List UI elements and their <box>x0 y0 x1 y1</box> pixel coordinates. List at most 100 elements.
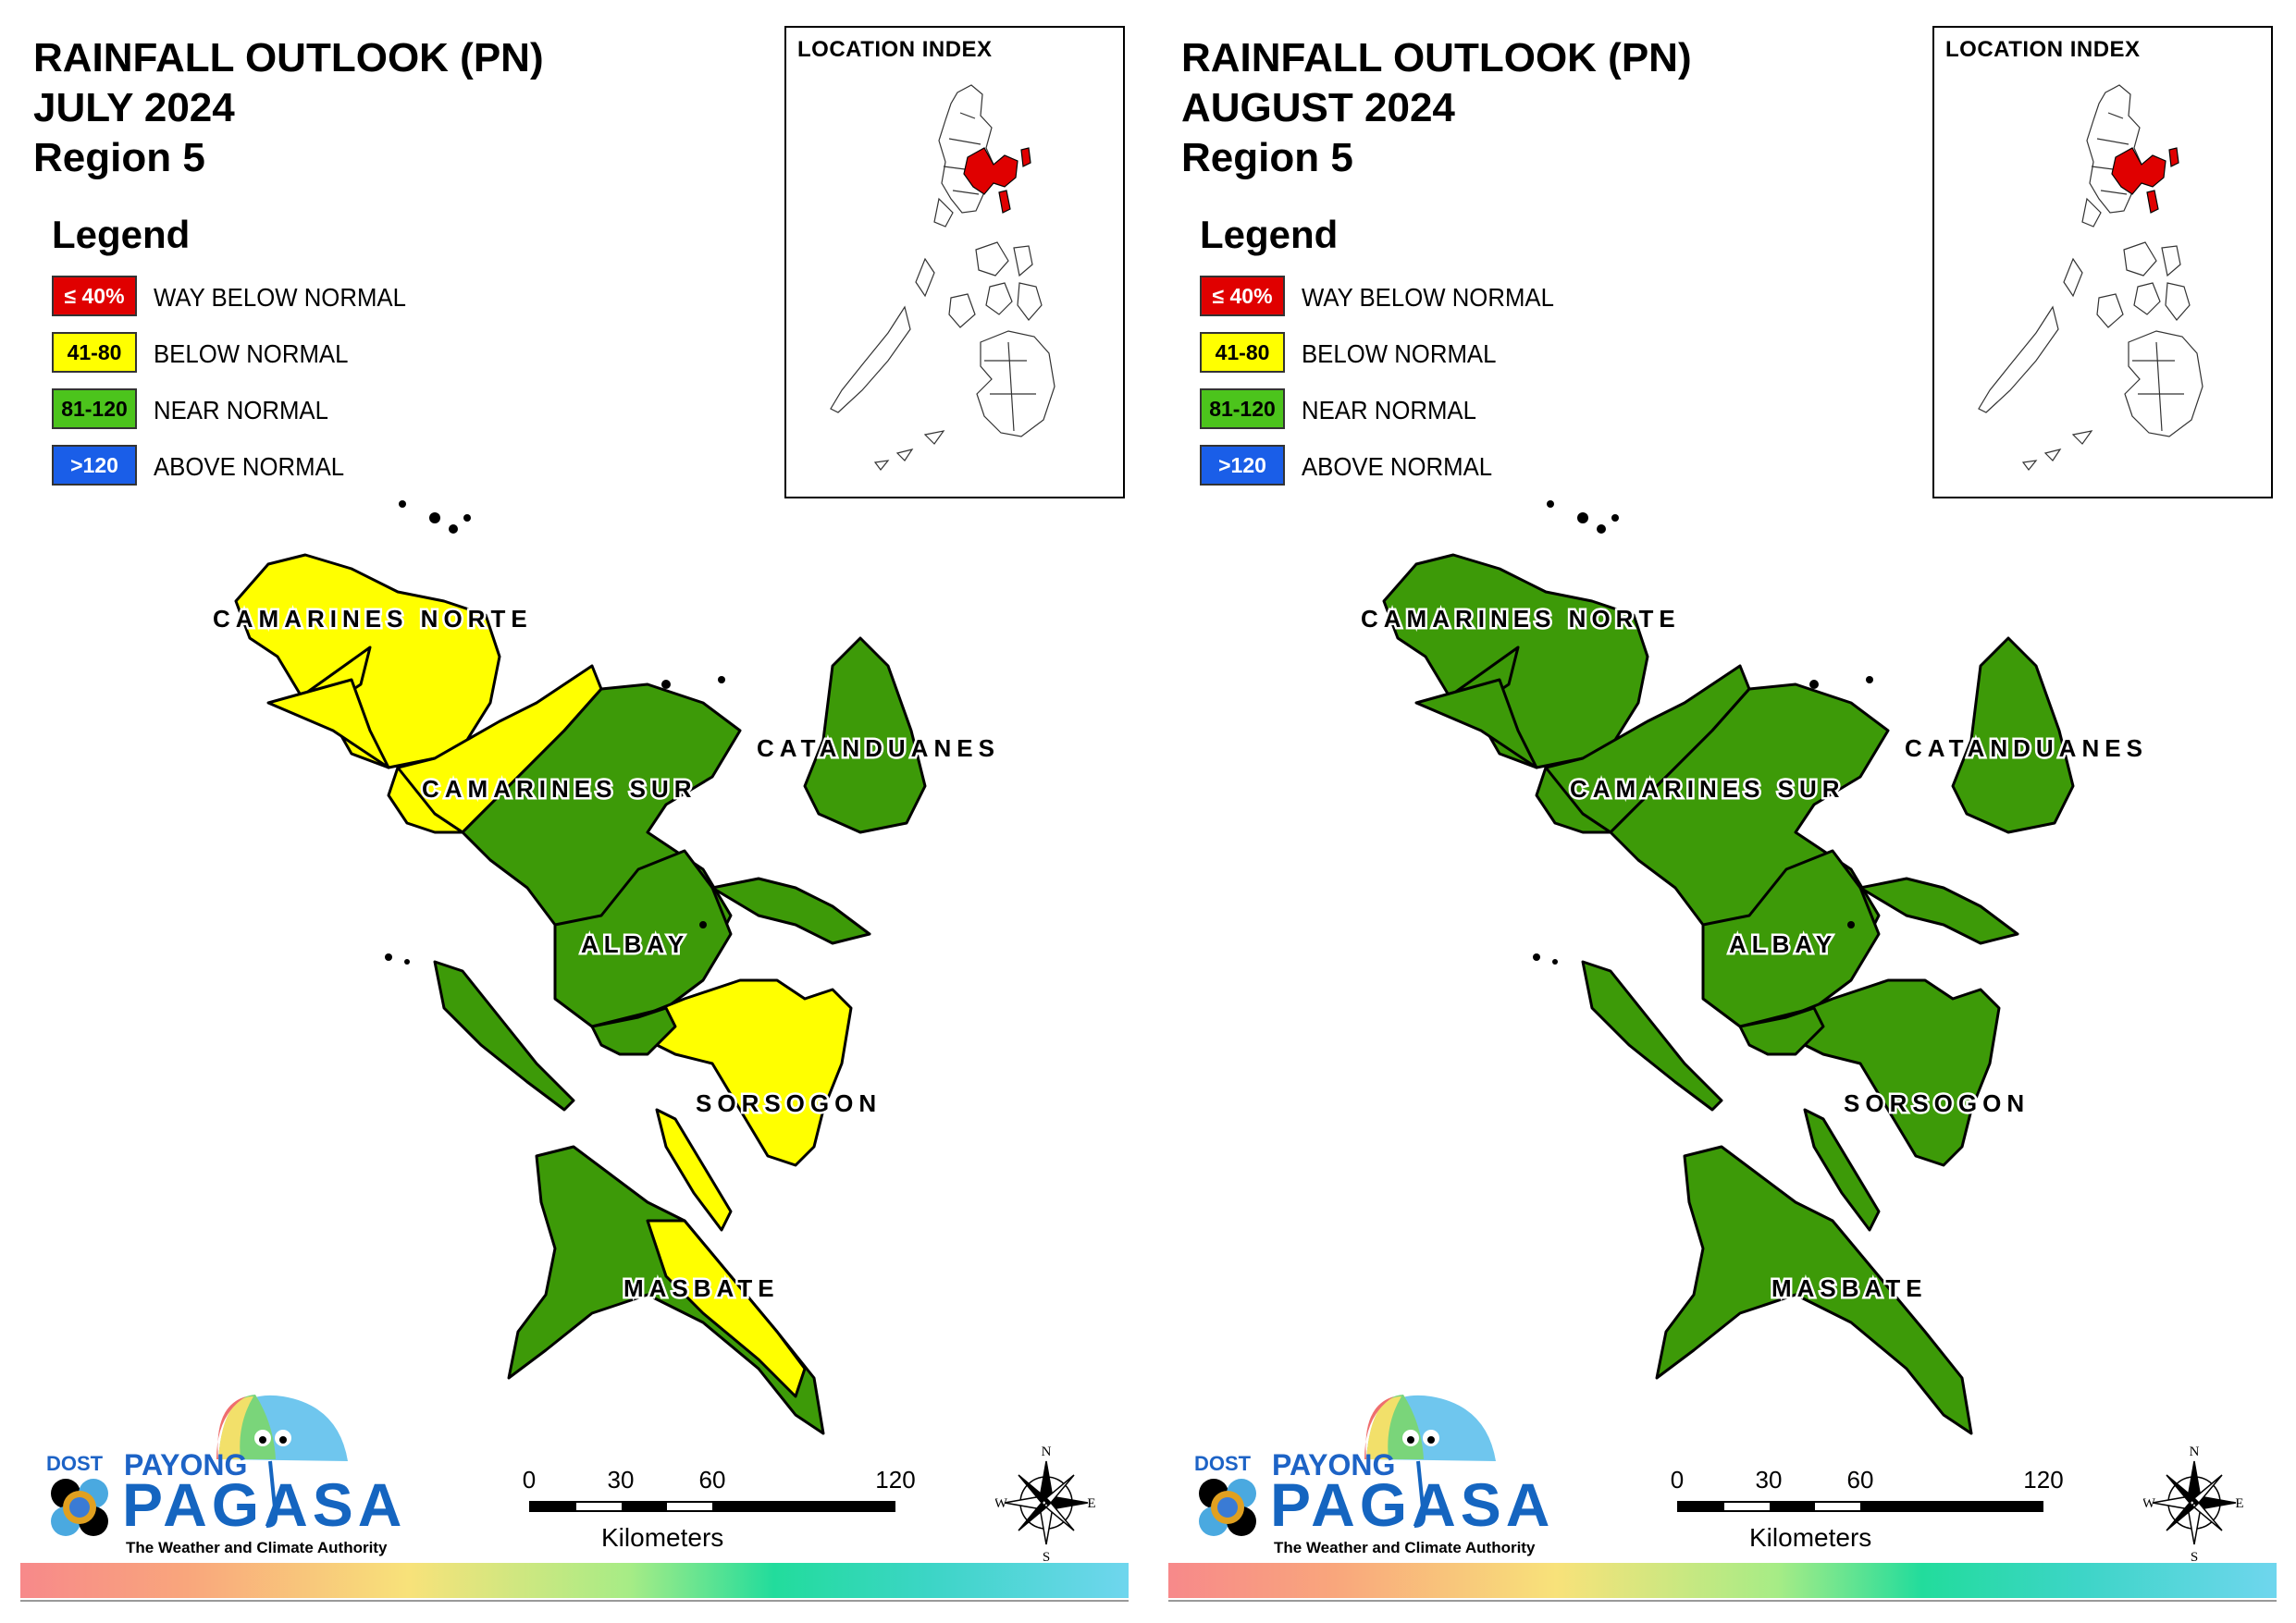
albay-shape <box>1701 849 1881 1028</box>
camarines-norte-bay <box>1414 678 1538 769</box>
legend-label: NEAR NORMAL <box>154 396 328 424</box>
label-catanduanes: CATANDUANES <box>757 734 1000 762</box>
legend-label: ABOVE NORMAL <box>154 452 345 481</box>
masbate-shape <box>507 1145 825 1435</box>
title-region: Region 5 <box>33 135 205 180</box>
masbate-yellow-part <box>646 1219 807 1398</box>
catanduanes-shape <box>1951 636 2075 834</box>
legend-label: NEAR NORMAL <box>1302 396 1476 424</box>
region5-map: CAMARINES NORTE CAMARINES SUR CATANDUANE… <box>213 500 1000 1435</box>
camarines-sur-west <box>1535 766 1612 834</box>
title-month: JULY 2024 <box>33 85 235 130</box>
pagasa-logo: DOST PAYONG PAGASA The Weather and Clima… <box>1181 1387 1551 1563</box>
legend-row-below: 41-80 BELOW NORMAL <box>1200 332 1496 380</box>
compass-s: S <box>2191 1550 2198 1563</box>
legend-row-above: >120 ABOVE NORMAL <box>1200 445 1492 493</box>
legend: Legend ≤ 40% WAY BELOW NORMAL 41-80 BELO… <box>52 213 406 501</box>
legend-row-below: 41-80 BELOW NORMAL <box>52 332 348 380</box>
umbrella-icon <box>51 1395 348 1536</box>
ticao-island <box>1803 1108 1881 1232</box>
label-masbate: MASBATE <box>1771 1274 1928 1302</box>
compass-e: E <box>1087 1496 1095 1511</box>
scale-unit: Kilometers <box>1749 1523 1872 1552</box>
panel-august: RAINFALL OUTLOOK (PN) AUGUST 2024 Region… <box>1148 0 2296 1623</box>
label-camarines-sur: CAMARINES SUR <box>422 775 697 803</box>
scale-tick: 0 <box>522 1466 537 1494</box>
pagasa-logo: DOST PAYONG PAGASA The Weather and Clima… <box>33 1387 403 1563</box>
legend-label: BELOW NORMAL <box>154 339 349 368</box>
dost-text: DOST <box>46 1452 104 1475</box>
legend-swatch: >120 <box>52 445 137 486</box>
compass-w: W <box>995 1496 1008 1511</box>
color-bar <box>1168 1563 2277 1598</box>
legend-row-above: >120 ABOVE NORMAL <box>52 445 344 493</box>
legend-label: WAY BELOW NORMAL <box>154 283 406 312</box>
compass-s: S <box>1043 1550 1050 1563</box>
label-catanduanes: CATANDUANES <box>1905 734 2148 762</box>
location-index-title: LOCATION INDEX <box>797 37 993 62</box>
compass-rose-icon: N S E W <box>2143 1445 2244 1563</box>
camarines-sur-west-yellow <box>387 766 464 834</box>
label-albay: ALBAY <box>581 930 689 958</box>
catanduanes-shape <box>803 636 927 834</box>
location-index: LOCATION INDEX <box>784 26 1125 498</box>
legend-row-way-below: ≤ 40% WAY BELOW NORMAL <box>52 276 406 324</box>
label-masbate: MASBATE <box>623 1274 780 1302</box>
bottom-rule <box>1168 1600 2277 1602</box>
compass-n: N <box>1042 1445 1052 1459</box>
scale-tick: 60 <box>698 1466 726 1494</box>
title-block: RAINFALL OUTLOOK (PN) AUGUST 2024 Region… <box>1181 33 1692 183</box>
scale-tick: 0 <box>1670 1466 1685 1494</box>
label-camarines-norte: CAMARINES NORTE <box>1361 605 1681 633</box>
legend-title: Legend <box>52 213 191 256</box>
title-main: RAINFALL OUTLOOK (PN) <box>1181 35 1692 80</box>
panel-july: RAINFALL OUTLOOK (PN) JULY 2024 Region 5… <box>20 26 1129 1602</box>
payong-text: PAYONG <box>124 1448 248 1482</box>
sorsogon-shape <box>1784 978 2001 1167</box>
scale-tick: 120 <box>2023 1466 2064 1494</box>
compass-w: W <box>2143 1496 2156 1511</box>
legend-row-near: 81-120 NEAR NORMAL <box>1200 388 1476 436</box>
legend: Legend ≤ 40% WAY BELOW NORMAL 41-80 BELO… <box>1200 213 1554 501</box>
ticao-island <box>655 1108 733 1232</box>
legend-swatch: 81-120 <box>52 388 137 429</box>
bottom-rule <box>20 1600 1129 1602</box>
scale-bar-graphic <box>529 1501 895 1512</box>
label-sorsogon: SORSOGON <box>696 1089 882 1117</box>
location-index: LOCATION INDEX <box>1932 26 2273 498</box>
legend-label: ABOVE NORMAL <box>1302 452 1493 481</box>
legend-swatch: ≤ 40% <box>52 276 137 316</box>
dost-text: DOST <box>1194 1452 1252 1475</box>
compass-e: E <box>2235 1496 2243 1511</box>
legend-swatch: >120 <box>1200 445 1285 486</box>
camarines-norte-bay <box>266 678 390 769</box>
legend-row-way-below: ≤ 40% WAY BELOW NORMAL <box>1200 276 1554 324</box>
albay-shape <box>553 849 733 1028</box>
philippines-index-map <box>1978 84 2203 471</box>
burias-island <box>1581 960 1723 1112</box>
scale-unit: Kilometers <box>601 1523 724 1552</box>
compass-rose-icon: N S E W <box>995 1445 1096 1563</box>
sorsogon-green-part <box>590 1006 677 1056</box>
scale-bar-graphic <box>1677 1501 2043 1512</box>
legend-swatch: 41-80 <box>52 332 137 373</box>
sorsogon-shape <box>636 978 853 1167</box>
compass-n: N <box>2190 1445 2200 1459</box>
sorsogon-west-part <box>1738 1006 1825 1056</box>
title-block: RAINFALL OUTLOOK (PN) JULY 2024 Region 5 <box>33 33 544 183</box>
legend-swatch: ≤ 40% <box>1200 276 1285 316</box>
label-camarines-sur: CAMARINES SUR <box>1570 775 1845 803</box>
legend-title: Legend <box>1200 213 1339 256</box>
legend-label: WAY BELOW NORMAL <box>1302 283 1554 312</box>
legend-swatch: 41-80 <box>1200 332 1285 373</box>
color-bar <box>20 1563 1129 1598</box>
payong-text: PAYONG <box>1272 1448 1396 1482</box>
masbate-shape <box>1655 1145 1973 1435</box>
albay-east-islands <box>710 877 871 945</box>
scale-tick: 120 <box>875 1466 916 1494</box>
title-month: AUGUST 2024 <box>1181 85 1455 130</box>
region5-map: CAMARINES NORTE CAMARINES SUR CATANDUANE… <box>1359 500 2148 1435</box>
location-index-title: LOCATION INDEX <box>1945 37 2141 62</box>
philippines-index-map <box>830 84 1055 471</box>
label-camarines-norte: CAMARINES NORTE <box>213 605 533 633</box>
